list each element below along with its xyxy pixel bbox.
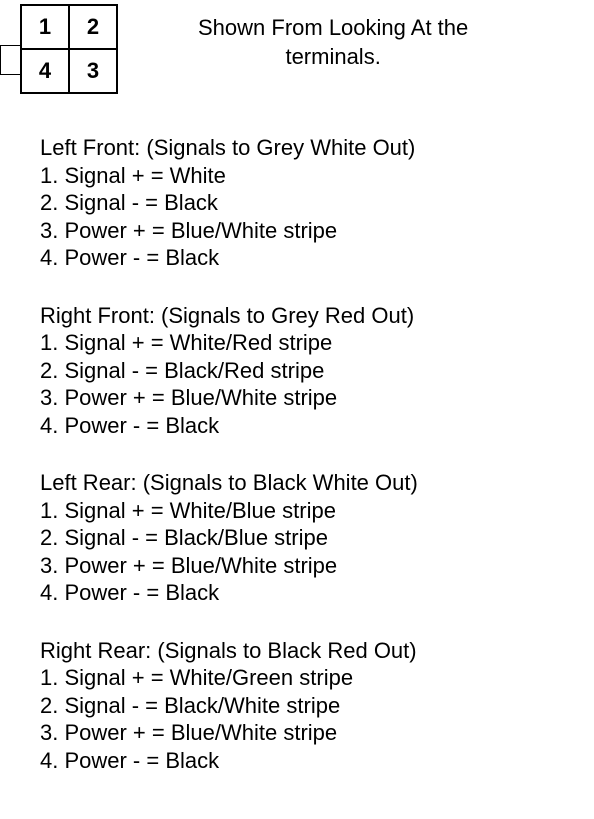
terminal-cell-2: 2 [69,5,117,49]
section-line: 2. Signal - = Black [40,189,594,217]
section-title: Left Rear: (Signals to Black White Out) [40,469,594,497]
section-line: 3. Power + = Blue/White stripe [40,552,594,580]
terminal-cell-3: 3 [69,49,117,93]
header-row: 1 2 4 3 Shown From Looking At the termin… [0,0,594,94]
section-line: 1. Signal + = White/Blue stripe [40,497,594,525]
section-line: 4. Power - = Black [40,579,594,607]
terminal-grid: 1 2 4 3 [20,4,118,94]
section-left-front: Left Front: (Signals to Grey White Out) … [40,134,594,272]
section-left-rear: Left Rear: (Signals to Black White Out) … [40,469,594,607]
section-line: 2. Signal - = Black/Blue stripe [40,524,594,552]
section-line: 2. Signal - = Black/White stripe [40,692,594,720]
diagram-caption: Shown From Looking At the terminals. [198,14,468,71]
section-right-front: Right Front: (Signals to Grey Red Out) 1… [40,302,594,440]
terminal-tab [0,45,20,75]
terminal-diagram: 1 2 4 3 [0,4,118,94]
section-title: Left Front: (Signals to Grey White Out) [40,134,594,162]
section-title: Right Rear: (Signals to Black Red Out) [40,637,594,665]
terminal-cell-4: 4 [21,49,69,93]
section-line: 3. Power + = Blue/White stripe [40,719,594,747]
section-title: Right Front: (Signals to Grey Red Out) [40,302,594,330]
section-line: 4. Power - = Black [40,244,594,272]
section-right-rear: Right Rear: (Signals to Black Red Out) 1… [40,637,594,775]
section-line: 3. Power + = Blue/White stripe [40,217,594,245]
terminal-cell-1: 1 [21,5,69,49]
section-line: 2. Signal - = Black/Red stripe [40,357,594,385]
section-line: 3. Power + = Blue/White stripe [40,384,594,412]
caption-line-1: Shown From Looking At the [198,14,468,43]
section-line: 1. Signal + = White/Green stripe [40,664,594,692]
section-line: 1. Signal + = White/Red stripe [40,329,594,357]
section-line: 4. Power - = Black [40,412,594,440]
caption-line-2: terminals. [198,43,468,72]
section-line: 4. Power - = Black [40,747,594,775]
section-line: 1. Signal + = White [40,162,594,190]
content: Left Front: (Signals to Grey White Out) … [0,94,594,774]
